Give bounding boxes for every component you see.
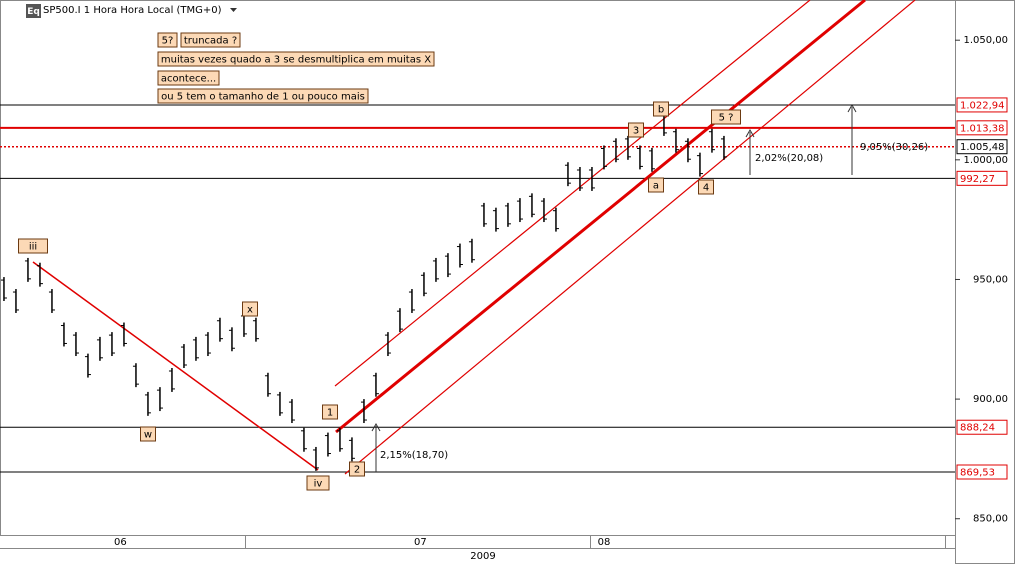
trendlines xyxy=(32,0,916,475)
label-text: 2 xyxy=(354,465,360,476)
label-box xyxy=(648,177,664,193)
x-tick-label: 08 xyxy=(598,537,611,548)
level-label-box xyxy=(956,97,1008,113)
label-text: iv xyxy=(314,479,323,490)
label-box xyxy=(242,301,258,317)
label-box xyxy=(157,51,435,67)
label-text: 1 xyxy=(327,408,333,419)
x-axis-label: 2009 xyxy=(470,551,495,562)
label-box xyxy=(628,122,644,138)
label-text: 5? xyxy=(162,36,174,47)
label-box xyxy=(180,32,241,48)
y-tick-label: 900,00 xyxy=(973,394,1008,405)
trendline xyxy=(32,261,319,471)
symbol-icon xyxy=(26,4,41,18)
chart-title[interactable]: SP500.I 1 Hora Hora Local (TMG+0) xyxy=(43,5,222,16)
level-label-box xyxy=(956,170,1008,186)
channel-upper xyxy=(334,0,811,387)
x-tick-label: 07 xyxy=(414,537,427,548)
measurement-label: 2,15%(18,70) xyxy=(380,450,448,461)
level-label: 1.005,48 xyxy=(960,142,1005,153)
channel-middle xyxy=(335,0,866,434)
level-label: 1.013,38 xyxy=(960,123,1005,134)
level-label-box xyxy=(956,139,1008,155)
annotations: iii w x iv 1 2 3 b a 4 5 ? 5? truncada ? muitas vezes… xyxy=(18,32,928,491)
level-label: 1.022,94 xyxy=(960,100,1005,111)
level-label-box xyxy=(956,419,1008,435)
y-tick-label: 1.000,00 xyxy=(963,155,1008,166)
label-text: w xyxy=(144,430,152,441)
y-tick-label: 950,00 xyxy=(973,274,1008,285)
label-text: 4 xyxy=(703,183,709,194)
label-box xyxy=(18,238,48,254)
level-label: 992,27 xyxy=(960,174,995,185)
label-text: 3 xyxy=(633,126,639,137)
label-box xyxy=(157,88,369,104)
label-box xyxy=(349,461,365,477)
arrow-head xyxy=(745,128,755,138)
measurement-label: 9,05%(30,26) xyxy=(860,142,928,153)
measure-arrows xyxy=(371,103,857,472)
label-box xyxy=(140,426,156,442)
label-text: 5 ? xyxy=(719,113,734,124)
label-text: iii xyxy=(29,242,37,253)
label-text: muitas vezes quado a 3 se desmultiplica … xyxy=(161,55,431,66)
label-text: b xyxy=(658,105,664,116)
level-label: 888,24 xyxy=(960,423,995,434)
label-text: ou 5 tem o tamanho de 1 ou pouco mais xyxy=(161,92,365,103)
label-text: truncada ? xyxy=(184,36,237,47)
label-box xyxy=(157,32,178,48)
y-tick-label: 1.050,00 xyxy=(963,35,1008,46)
label-text: acontece... xyxy=(161,74,216,85)
label-box xyxy=(698,179,714,195)
label-text: a xyxy=(653,181,659,192)
level-label: 869,53 xyxy=(960,468,995,479)
label-box xyxy=(322,404,338,420)
measurement-label: 2,02%(20,08) xyxy=(755,153,823,164)
y-tick-label: 850,00 xyxy=(973,514,1008,525)
label-box xyxy=(711,109,741,125)
label-box xyxy=(157,70,220,86)
x-tick-label: 06 xyxy=(114,537,127,548)
title-dropdown[interactable] xyxy=(230,8,237,12)
label-text: x xyxy=(247,305,253,316)
symbol-icon-text: Eq xyxy=(27,7,40,17)
label-box xyxy=(653,101,669,117)
arrow-head xyxy=(847,103,857,113)
level-label-box xyxy=(956,120,1008,136)
levels: 1.022,94 1.013,38 1.005,48 992,27 888,24 869,… xyxy=(0,97,1008,480)
level-label-box xyxy=(956,464,1008,480)
channel-lower xyxy=(344,0,916,475)
arrow-head xyxy=(371,422,381,432)
price-bars xyxy=(0,111,727,471)
label-box xyxy=(306,475,330,491)
